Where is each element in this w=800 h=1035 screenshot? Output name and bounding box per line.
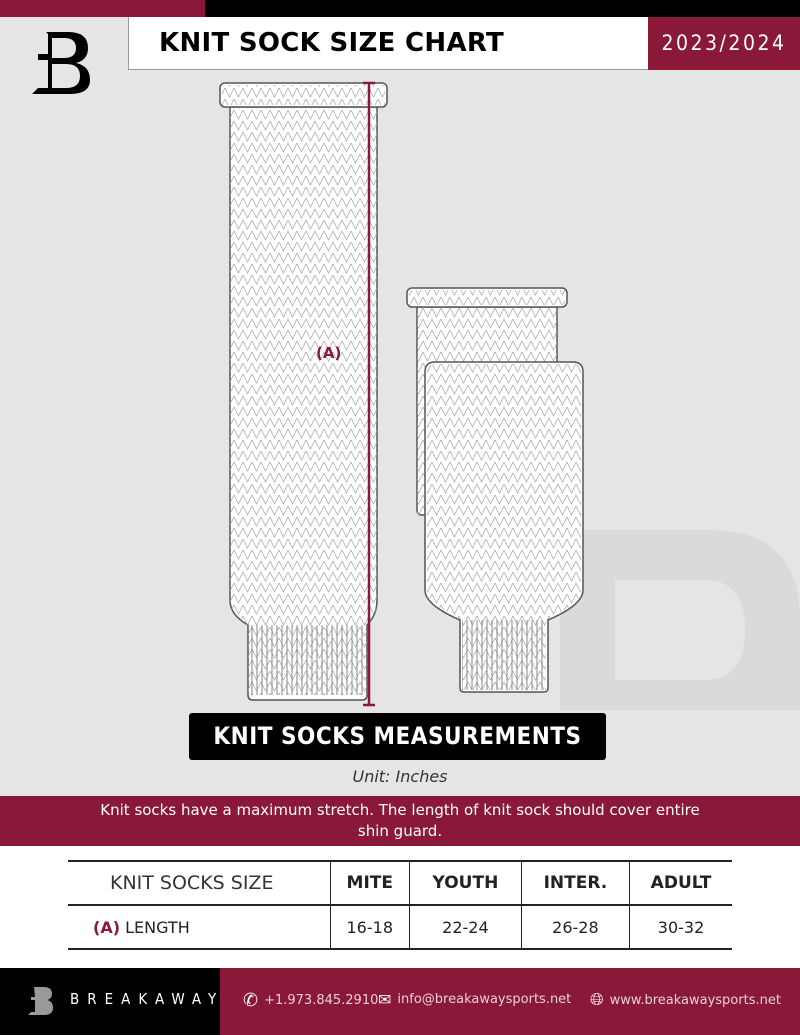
measure-label-a: (A) xyxy=(316,344,342,362)
top-bar xyxy=(205,0,800,17)
sock-diagram xyxy=(219,81,800,710)
long-sock xyxy=(219,82,388,701)
cell-inter: 26-28 xyxy=(520,905,630,950)
footer-brand: BREAKAWAY xyxy=(70,990,225,1008)
title-box: KNIT SOCK SIZE CHART xyxy=(128,17,648,70)
stretch-note-text: Knit socks have a maximum stretch. The l… xyxy=(100,801,700,840)
footer-phone: ✆ +1.973.845.2910 xyxy=(243,990,378,1011)
row-label-text: LENGTH xyxy=(125,917,190,937)
short-sock-front xyxy=(424,361,584,693)
header-inter: INTER. xyxy=(520,860,630,906)
table-row: (A) LENGTH 16-18 22-24 26-28 30-32 xyxy=(68,905,732,950)
header-adult: ADULT xyxy=(629,860,732,906)
watermark-logo xyxy=(560,530,800,710)
top-bar-accent xyxy=(0,0,205,17)
header-youth: YOUTH xyxy=(409,860,522,906)
header-mite: MITE xyxy=(329,860,410,906)
cell-adult: 30-32 xyxy=(629,905,732,950)
cell-youth: 22-24 xyxy=(409,905,522,950)
row-marker: (A) xyxy=(93,917,121,937)
footer-contact-area xyxy=(220,968,800,1035)
table-header-row: KNIT SOCKS SIZE MITE YOUTH INTER. ADULT xyxy=(68,860,732,906)
page-title: KNIT SOCK SIZE CHART xyxy=(159,28,505,58)
website-link[interactable]: www.breakawaysports.net xyxy=(609,992,781,1008)
unit-label: Unit: Inches xyxy=(352,767,448,786)
globe-icon: 🌐︎ xyxy=(590,990,604,1010)
footer-email: ✉ info@breakawaysports.net xyxy=(378,990,571,1009)
stretch-note: Knit socks have a maximum stretch. The l… xyxy=(0,796,800,846)
breakaway-logo xyxy=(32,32,90,94)
season-label: 2023/2024 xyxy=(648,17,800,70)
header-size: KNIT SOCKS SIZE xyxy=(68,860,330,906)
footer-website: 🌐︎ www.breakawaysports.net xyxy=(590,990,781,1010)
email-link[interactable]: info@breakawaysports.net xyxy=(397,992,572,1007)
phone-icon: ✆ xyxy=(243,990,259,1011)
length-measure-line xyxy=(363,81,375,707)
size-table-section: KNIT SOCKS SIZE MITE YOUTH INTER. ADULT … xyxy=(0,846,800,968)
phone-text: +1.973.845.2910 xyxy=(264,993,379,1008)
footer-logo xyxy=(28,987,53,1015)
measurements-banner: KNIT SOCKS MEASUREMENTS xyxy=(189,713,606,760)
cell-mite: 16-18 xyxy=(329,905,410,950)
mail-icon: ✉ xyxy=(378,990,392,1009)
size-table: KNIT SOCKS SIZE MITE YOUTH INTER. ADULT … xyxy=(68,860,732,950)
row-label: (A) LENGTH xyxy=(68,905,330,950)
